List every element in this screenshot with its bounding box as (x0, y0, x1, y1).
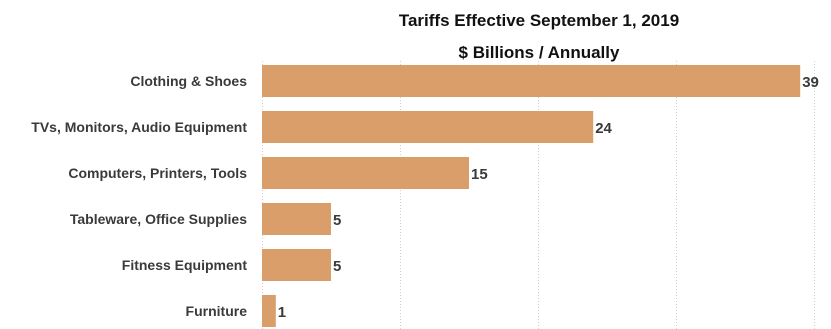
chart-title: Tariffs Effective September 1, 2019 (399, 11, 679, 30)
value-labels: 39 24 15 5 5 1 (278, 74, 819, 321)
grid-lines (262, 61, 815, 329)
value-label: 1 (278, 304, 286, 321)
category-label: Fitness Equipment (122, 257, 248, 273)
bars (262, 65, 801, 327)
value-label: 15 (471, 166, 488, 183)
bar (262, 111, 594, 143)
category-label: TVs, Monitors, Audio Equipment (31, 119, 247, 135)
value-label: 39 (802, 74, 819, 91)
bar (262, 295, 276, 327)
value-label: 24 (595, 120, 612, 137)
category-label: Clothing & Shoes (130, 73, 247, 89)
chart-subtitle: $ Billions / Annually (459, 43, 620, 62)
bar (262, 157, 469, 189)
category-label: Furniture (186, 303, 248, 319)
category-label: Tableware, Office Supplies (70, 211, 247, 227)
bar (262, 203, 331, 235)
value-label: 5 (333, 212, 341, 229)
category-labels: Clothing & Shoes TVs, Monitors, Audio Equ… (31, 73, 247, 319)
value-label: 5 (333, 258, 341, 275)
bar (262, 65, 801, 97)
bar (262, 249, 331, 281)
category-label: Computers, Printers, Tools (68, 165, 247, 181)
